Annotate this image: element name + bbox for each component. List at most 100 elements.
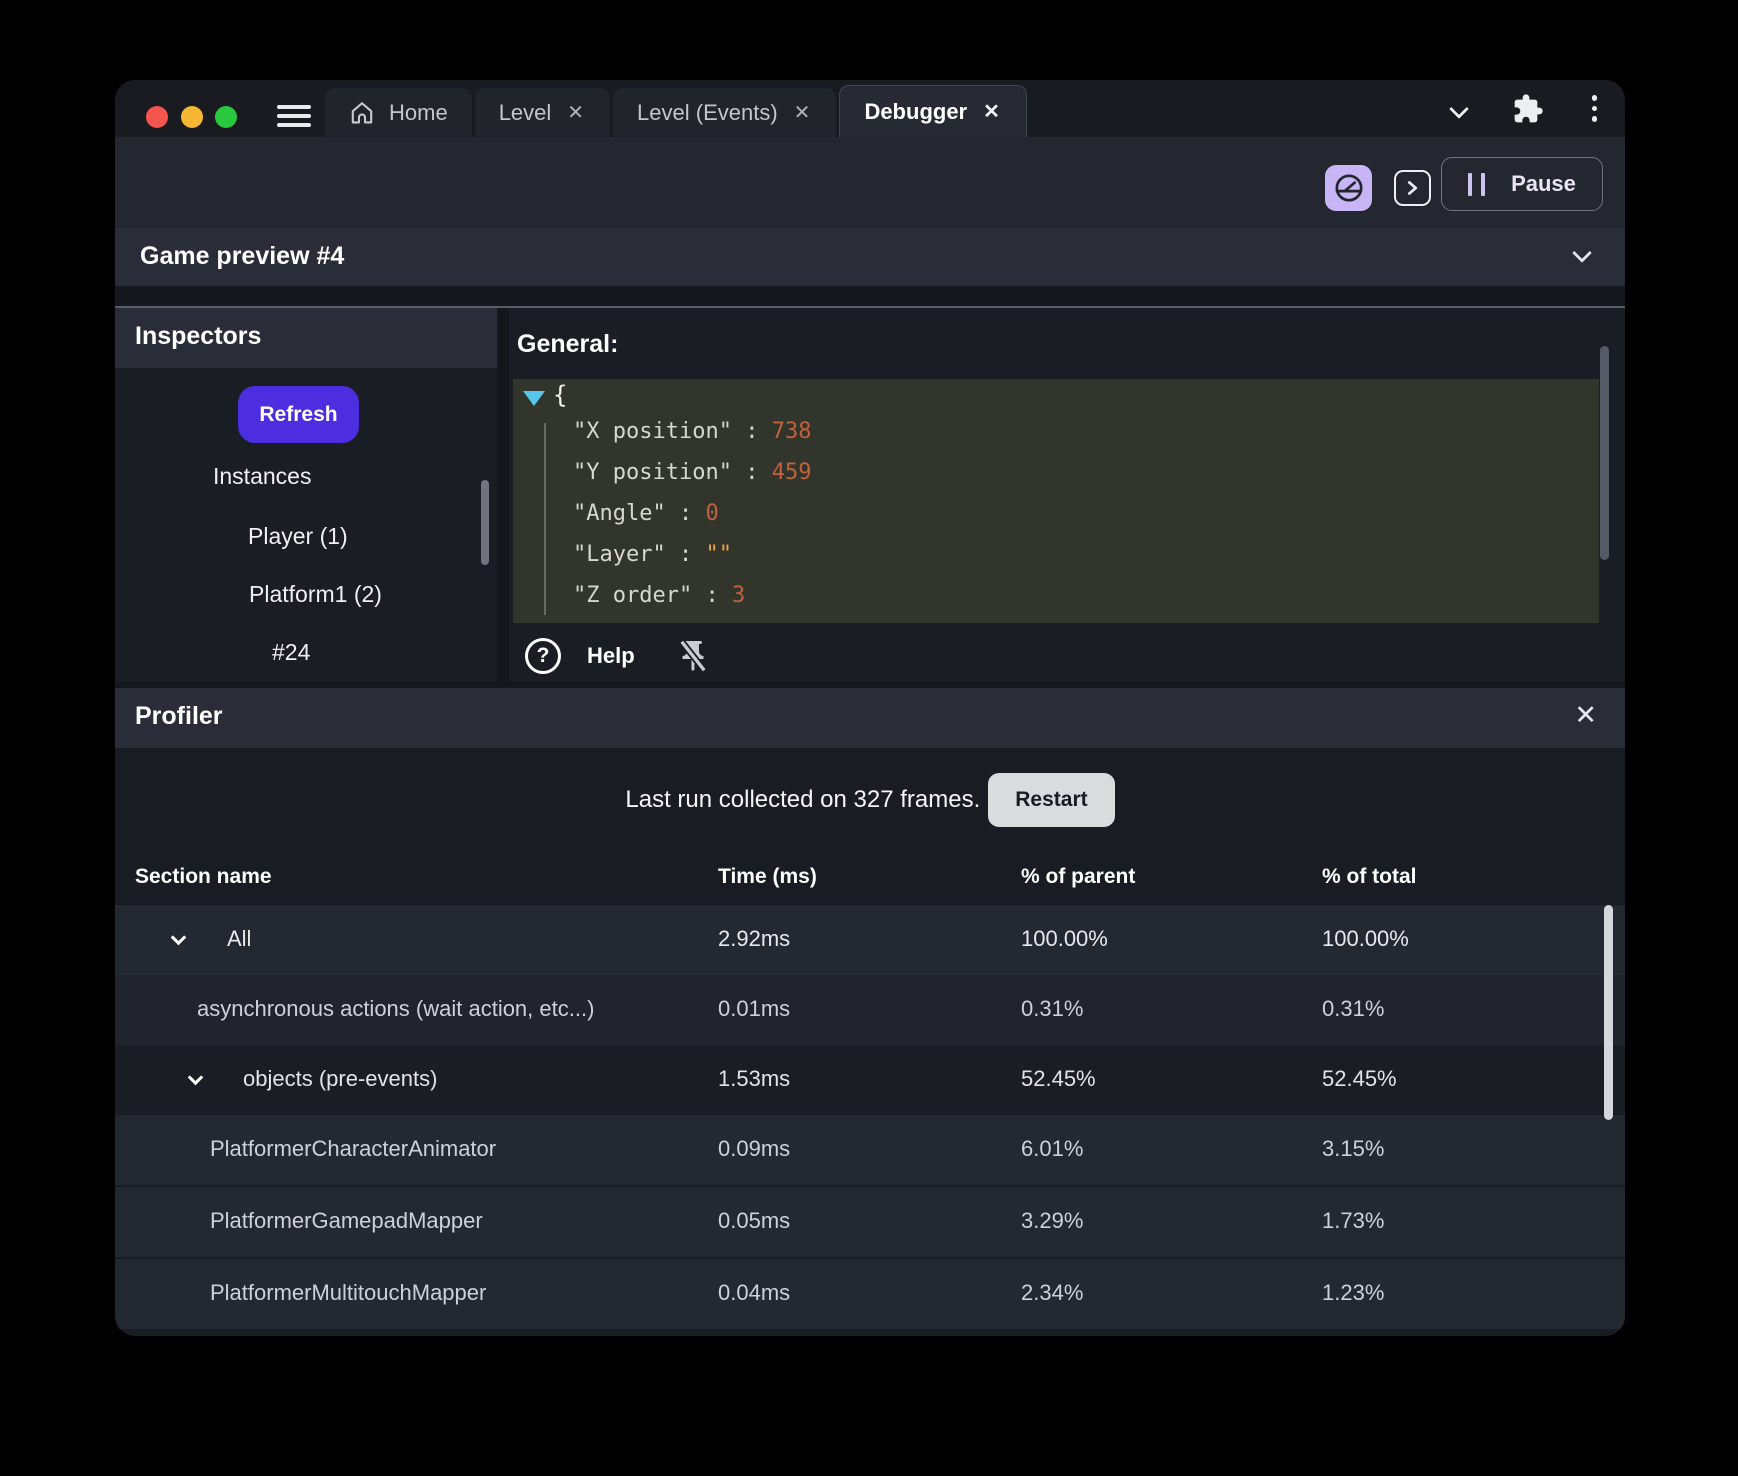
cell-pct-parent: 6.01% [1021, 1136, 1083, 1162]
cell-pct-total: 52.45% [1322, 1066, 1397, 1092]
refresh-button[interactable]: Refresh [238, 386, 359, 443]
close-window-button[interactable] [146, 106, 168, 128]
screen: Home Level ✕ Level (Events) ✕ Debugger ✕ [0, 0, 1738, 1476]
extensions-puzzle-icon[interactable] [1512, 93, 1544, 125]
expand-triangle-icon[interactable] [523, 391, 545, 406]
json-properties: "X position" : 738 "Y position" : 459 "A… [573, 411, 811, 616]
maximize-window-button[interactable] [215, 106, 237, 128]
app-window: Home Level ✕ Level (Events) ✕ Debugger ✕ [115, 80, 1625, 1336]
tab-label: Level (Events) [637, 100, 778, 126]
expand-chevron-icon[interactable] [188, 1070, 204, 1086]
debugger-toolbar: Pause [115, 137, 1625, 228]
expand-chevron-icon[interactable] [171, 930, 187, 946]
game-preview-header[interactable]: Game preview #4 [115, 228, 1625, 286]
profiler-toggle-button[interactable] [1325, 165, 1372, 211]
general-panel: General: { "X position" : 738 "Y positio… [509, 308, 1625, 682]
profiler-status-text: Last run collected on 327 frames. [625, 786, 980, 814]
chevron-down-icon[interactable] [1449, 99, 1469, 119]
table-row[interactable]: objects (pre-events) 1.53ms 52.45% 52.45… [115, 1045, 1625, 1115]
general-title: General: [517, 330, 618, 359]
restart-button[interactable]: Restart [988, 773, 1114, 827]
console-chevron-icon [1402, 177, 1424, 199]
cell-pct-parent: 100.00% [1021, 926, 1108, 952]
profiler-table-header: Section name Time (ms) % of parent % of … [115, 853, 1625, 905]
cell-pct-parent: 3.29% [1021, 1208, 1083, 1234]
game-preview-title: Game preview #4 [140, 242, 344, 271]
tree-item-platform1[interactable]: Platform1 (2) [249, 581, 382, 608]
properties-json-view: { "X position" : 738 "Y position" : 459 … [513, 379, 1599, 623]
inspectors-title: Inspectors [135, 322, 261, 351]
general-scrollbar[interactable] [1600, 346, 1609, 560]
json-value: 3 [732, 583, 745, 608]
header-pct-total: % of total [1322, 865, 1417, 889]
tab-label: Level [499, 100, 552, 126]
cell-time: 0.01ms [718, 996, 790, 1022]
cell-pct-total: 3.15% [1322, 1136, 1384, 1162]
header-time: Time (ms) [718, 865, 817, 889]
pause-button-label: Pause [1511, 171, 1576, 197]
unpin-icon[interactable] [675, 637, 711, 675]
header-pct-parent: % of parent [1021, 865, 1135, 889]
cell-time: 2.92ms [718, 926, 790, 952]
tab-label: Debugger [864, 99, 967, 125]
tab-home[interactable]: Home [325, 88, 472, 137]
json-line-x-position: "X position" : 738 [573, 411, 811, 452]
cell-pct-parent: 0.31% [1021, 996, 1083, 1022]
cell-section-name: PlatformerMultitouchMapper [210, 1280, 486, 1306]
titlebar: Home Level ✕ Level (Events) ✕ Debugger ✕ [115, 80, 1625, 137]
tab-strip: Home Level ✕ Level (Events) ✕ Debugger ✕ [325, 85, 1030, 137]
more-options-icon[interactable] [1590, 93, 1599, 123]
json-value: "" [705, 542, 732, 567]
titlebar-actions [1452, 80, 1599, 137]
cell-time: 0.05ms [718, 1208, 790, 1234]
cell-time: 1.53ms [718, 1066, 790, 1092]
table-row[interactable]: PlatformerMultitouchMapper 0.04ms 2.34% … [115, 1259, 1625, 1329]
tab-level-events[interactable]: Level (Events) ✕ [613, 88, 836, 137]
tree-guide-line [544, 423, 546, 615]
inspectors-panel: Refresh Instances Player (1) Platform1 (… [115, 368, 497, 682]
close-tab-icon[interactable]: ✕ [565, 98, 586, 127]
json-open-brace: { [553, 381, 567, 409]
tree-item-instance-24[interactable]: #24 [272, 639, 310, 666]
console-button[interactable] [1394, 170, 1431, 206]
close-tab-icon[interactable]: ✕ [981, 97, 1002, 126]
profiler-status-row: Last run collected on 327 frames. Restar… [115, 772, 1625, 828]
tree-item-instances[interactable]: Instances [213, 463, 311, 490]
collapse-chevron-icon[interactable] [1572, 243, 1592, 263]
profiler-table-scrollbar[interactable] [1604, 905, 1613, 1120]
profiler-title: Profiler [135, 702, 223, 731]
json-line-z-order: "Z order" : 3 [573, 575, 811, 616]
minimize-window-button[interactable] [181, 106, 203, 128]
header-section-name: Section name [135, 865, 272, 889]
cell-section-name: asynchronous actions (wait action, etc..… [197, 996, 594, 1022]
tab-label: Home [389, 100, 448, 126]
table-row[interactable]: All 2.92ms 100.00% 100.00% [115, 905, 1625, 975]
tree-item-player[interactable]: Player (1) [248, 523, 348, 550]
json-value: 0 [705, 501, 718, 526]
pause-button[interactable]: Pause [1441, 157, 1603, 211]
json-value: 459 [772, 460, 812, 485]
gauge-icon [1332, 171, 1366, 205]
menu-icon[interactable] [277, 105, 311, 129]
inspectors-scrollbar[interactable] [481, 480, 489, 565]
close-profiler-icon[interactable]: ✕ [1574, 700, 1597, 731]
profiler-header: Profiler ✕ [115, 688, 1625, 748]
table-row[interactable]: PlatformerCharacterAnimator 0.09ms 6.01%… [115, 1115, 1625, 1185]
json-line-angle: "Angle" : 0 [573, 493, 811, 534]
cell-section-name: PlatformerGamepadMapper [210, 1208, 483, 1234]
help-icon[interactable] [525, 638, 561, 674]
pause-icon [1468, 173, 1485, 196]
profiler-panel: Last run collected on 327 frames. Restar… [115, 748, 1625, 1336]
tab-level[interactable]: Level ✕ [475, 88, 610, 137]
cell-pct-parent: 2.34% [1021, 1280, 1083, 1306]
cell-time: 0.04ms [718, 1280, 790, 1306]
tab-debugger[interactable]: Debugger ✕ [839, 85, 1026, 137]
cell-pct-parent: 52.45% [1021, 1066, 1096, 1092]
cell-time: 0.09ms [718, 1136, 790, 1162]
cell-pct-total: 1.73% [1322, 1208, 1384, 1234]
table-row[interactable]: asynchronous actions (wait action, etc..… [115, 975, 1625, 1045]
close-tab-icon[interactable]: ✕ [792, 98, 813, 127]
cell-section-name: All [227, 926, 251, 952]
table-row[interactable]: PlatformerGamepadMapper 0.05ms 3.29% 1.7… [115, 1187, 1625, 1257]
help-label[interactable]: Help [587, 643, 635, 669]
